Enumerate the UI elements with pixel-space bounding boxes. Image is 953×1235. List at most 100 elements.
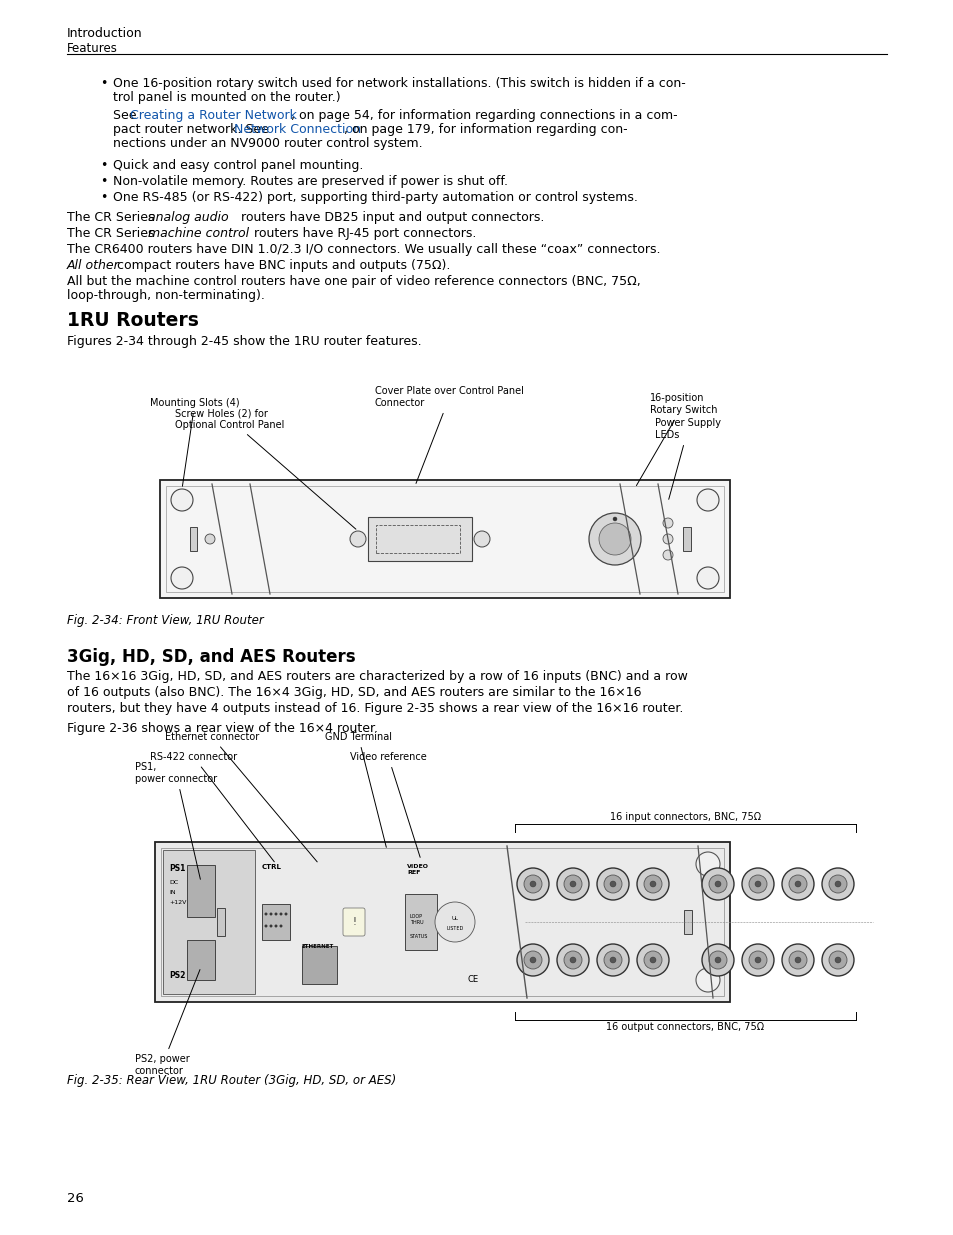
Bar [163,850,254,994]
Circle shape [563,951,581,969]
Text: Non-volatile memory. Routes are preserved if power is shut off.: Non-volatile memory. Routes are preserve… [112,175,507,188]
Circle shape [794,881,801,887]
Bar [262,904,290,940]
Circle shape [597,944,628,976]
Bar [187,940,214,981]
Circle shape [708,876,726,893]
Circle shape [530,881,536,887]
Circle shape [613,517,617,521]
Circle shape [274,913,277,915]
Circle shape [603,876,621,893]
Bar [160,480,729,598]
Text: Introduction: Introduction [67,27,143,40]
Text: •: • [100,77,108,90]
Circle shape [265,925,267,927]
Text: 1RU Routers: 1RU Routers [67,311,198,330]
Text: , on page 54, for information regarding connections in a com-: , on page 54, for information regarding … [291,109,677,122]
Circle shape [588,513,640,564]
Circle shape [821,868,853,900]
Text: nections under an NV9000 router control system.: nections under an NV9000 router control … [112,137,422,149]
Text: One 16-position rotary switch used for network installations. (This switch is hi: One 16-position rotary switch used for n… [112,77,685,90]
Circle shape [748,951,766,969]
Text: Ethernet connector: Ethernet connector [165,732,317,862]
Circle shape [265,913,267,915]
Text: RS-422 connector: RS-422 connector [150,752,274,862]
Circle shape [279,913,282,915]
Circle shape [350,531,366,547]
Bar [187,864,214,918]
Circle shape [649,957,656,963]
Bar [216,908,225,936]
Text: pact router network. See: pact router network. See [112,124,273,136]
Text: UL: UL [451,915,458,920]
Circle shape [474,531,490,547]
Circle shape [270,913,272,915]
Text: routers, but they have 4 outputs instead of 16. Figure 2-35 shows a rear view of: routers, but they have 4 outputs instead… [67,701,682,715]
Circle shape [788,876,806,893]
Text: , on page 179, for information regarding con-: , on page 179, for information regarding… [344,124,627,136]
Text: The 16×16 3Gig, HD, SD, and AES routers are characterized by a row of 16 inputs : The 16×16 3Gig, HD, SD, and AES routers … [67,671,687,683]
Circle shape [643,876,661,893]
Circle shape [662,517,672,529]
Circle shape [821,944,853,976]
Circle shape [828,876,846,893]
Text: Features: Features [67,42,118,56]
Text: •: • [100,175,108,188]
Circle shape [741,944,773,976]
Circle shape [708,951,726,969]
Circle shape [701,868,733,900]
Circle shape [701,944,733,976]
Text: !: ! [352,918,355,927]
Circle shape [697,489,719,511]
Text: 16-position
Rotary Switch: 16-position Rotary Switch [636,394,717,485]
Bar [154,842,729,1002]
Circle shape [714,881,720,887]
Text: IN: IN [169,890,175,895]
Text: See: See [112,109,140,122]
Text: Figures 2-34 through 2-45 show the 1RU router features.: Figures 2-34 through 2-45 show the 1RU r… [67,335,421,348]
Text: PS2, power
connector: PS2, power connector [135,969,200,1076]
Circle shape [165,968,189,992]
Bar [161,848,723,995]
Text: Video reference: Video reference [350,752,426,857]
Circle shape [637,868,668,900]
Bar [682,527,690,551]
Text: PS1: PS1 [169,864,185,873]
Text: of 16 outputs (also BNC). The 16×4 3Gig, HD, SD, and AES routers are similar to : of 16 outputs (also BNC). The 16×4 3Gig,… [67,685,640,699]
Circle shape [741,868,773,900]
Text: Fig. 2-34: Front View, 1RU Router: Fig. 2-34: Front View, 1RU Router [67,614,263,627]
Text: LOOP
THRU: LOOP THRU [410,914,423,925]
Text: Figure 2-36 shows a rear view of the 16×4 router.: Figure 2-36 shows a rear view of the 16×… [67,722,377,735]
Text: trol panel is mounted on the router.): trol panel is mounted on the router.) [112,91,340,104]
Circle shape [569,957,576,963]
Text: GND Terminal: GND Terminal [325,732,392,847]
Text: The CR Series: The CR Series [67,227,158,240]
Circle shape [274,925,277,927]
Text: Screw Holes (2) for
Optional Control Panel: Screw Holes (2) for Optional Control Pan… [174,409,355,529]
Circle shape [165,852,189,876]
Text: VIDEO
REF: VIDEO REF [407,864,429,874]
Circle shape [523,876,541,893]
Circle shape [696,852,720,876]
Text: loop-through, non-terminating).: loop-through, non-terminating). [67,289,265,303]
Text: CTRL: CTRL [262,864,281,869]
Circle shape [171,567,193,589]
Circle shape [205,534,214,543]
Text: Creating a Router Network: Creating a Router Network [130,109,296,122]
Circle shape [662,550,672,559]
Circle shape [748,876,766,893]
Text: The CR Series: The CR Series [67,211,158,224]
Bar [302,946,336,984]
Circle shape [643,951,661,969]
Circle shape [569,881,576,887]
Text: PS2: PS2 [169,971,185,981]
Text: LISTED: LISTED [446,925,463,930]
Circle shape [435,902,475,942]
Bar [405,894,436,950]
Circle shape [603,951,621,969]
Text: Cover Plate over Control Panel
Connector: Cover Plate over Control Panel Connector [375,387,523,483]
Bar [368,517,472,561]
Text: Network Connection: Network Connection [233,124,360,136]
Circle shape [557,868,588,900]
Circle shape [279,925,282,927]
